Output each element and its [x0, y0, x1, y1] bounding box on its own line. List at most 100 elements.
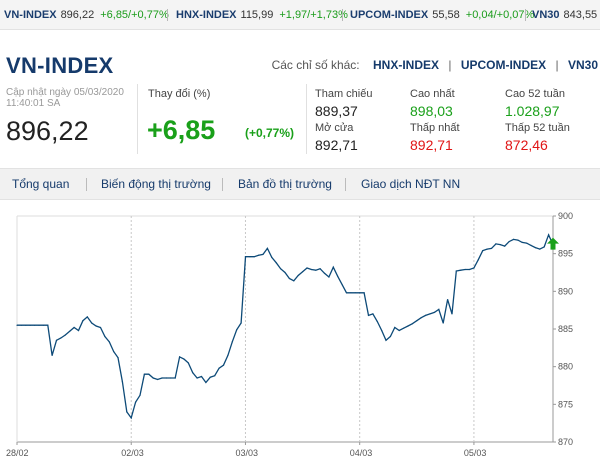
- data-point: [310, 268, 312, 271]
- x-tick-label: 04/03: [350, 448, 373, 458]
- data-point: [60, 337, 62, 339]
- ticker-item-vnindex[interactable]: VN-INDEX 896,22 +6,85/+0,77%: [4, 0, 169, 29]
- data-point: [460, 269, 462, 271]
- data-point: [495, 243, 497, 245]
- data-point: [337, 275, 339, 277]
- tab-overview[interactable]: Tổng quan: [12, 177, 70, 191]
- y-tick-label: 875: [558, 399, 573, 409]
- data-point: [209, 376, 211, 378]
- ticker-separator: [342, 9, 343, 21]
- data-point: [433, 311, 435, 313]
- ticker-change: +0,04/+0,07%: [465, 9, 535, 21]
- other-index-link-hnx[interactable]: HNX-INDEX: [372, 58, 439, 72]
- data-point: [47, 324, 49, 326]
- data-point: [218, 367, 220, 369]
- data-point: [73, 326, 75, 329]
- data-point: [420, 317, 422, 319]
- tab-separator: [345, 178, 346, 191]
- tab-market-movement[interactable]: Biến động thị trường: [101, 177, 211, 191]
- data-point: [179, 356, 181, 358]
- data-point: [108, 341, 110, 343]
- ticker-name: VN30: [532, 9, 560, 21]
- data-point: [486, 248, 488, 250]
- data-point: [284, 271, 286, 274]
- stat-label: Thấp 52 tuần: [505, 122, 570, 134]
- column-divider: [137, 84, 138, 154]
- stat-label: Tham chiếu: [315, 88, 373, 100]
- link-separator: |: [448, 58, 452, 72]
- data-point: [200, 375, 203, 378]
- data-point: [161, 377, 163, 379]
- data-point: [526, 242, 528, 244]
- data-point: [350, 292, 352, 294]
- data-point: [130, 417, 132, 419]
- data-point: [341, 284, 343, 286]
- current-price: 896,22: [6, 116, 89, 146]
- ticker-item-upcomindex[interactable]: UPCOM-INDEX 55,58 +0,04/+0,07%: [350, 0, 535, 29]
- data-point: [468, 268, 471, 271]
- series-line: [17, 233, 554, 420]
- data-point: [297, 274, 299, 277]
- data-point: [183, 358, 185, 360]
- data-point: [196, 377, 198, 379]
- data-point: [323, 272, 326, 274]
- tab-market-map[interactable]: Bản đồ thị trường: [238, 177, 332, 191]
- data-point: [148, 373, 150, 375]
- data-point: [473, 267, 475, 269]
- y-axis-ticks: 870 875 880 885 890 895 900: [553, 211, 573, 447]
- data-point: [416, 320, 418, 322]
- data-point: [253, 256, 255, 258]
- update-timestamp: Cập nhật ngày 05/03/2020 11:40:01 SA: [6, 87, 124, 109]
- data-point: [319, 268, 321, 270]
- other-index-link-upcom[interactable]: UPCOM-INDEX: [460, 58, 547, 72]
- data-point: [482, 250, 484, 252]
- other-index-link-vn30[interactable]: VN30: [567, 58, 598, 72]
- data-point: [91, 322, 93, 324]
- data-point: [82, 320, 84, 322]
- x-tick-label: 28/02: [6, 448, 29, 458]
- data-point: [227, 354, 229, 356]
- data-point: [192, 372, 194, 374]
- data-point: [205, 381, 207, 384]
- data-point: [411, 323, 413, 325]
- data-point: [288, 277, 290, 280]
- data-point: [521, 241, 523, 243]
- data-point: [530, 244, 532, 246]
- data-point: [363, 292, 365, 294]
- series-points: [16, 234, 554, 419]
- data-point: [477, 259, 479, 261]
- section-tabs: Tổng quan Biến động thị trường Bản đồ th…: [0, 168, 600, 200]
- data-point: [25, 324, 27, 326]
- stat-high: Cao nhất 898,03: [410, 88, 455, 119]
- data-point: [55, 339, 58, 341]
- data-point: [249, 256, 251, 258]
- data-point: [214, 375, 216, 377]
- ticker-item-hnxindex[interactable]: HNX-INDEX 115,99 +1,97/+1,73%: [176, 0, 348, 29]
- data-point: [95, 325, 97, 327]
- tab-foreign-trading[interactable]: Giao dịch NĐT NN: [361, 177, 461, 191]
- data-point: [389, 335, 391, 338]
- ticker-value: 55,58: [432, 9, 460, 21]
- data-point: [187, 362, 189, 364]
- data-point: [534, 247, 537, 249]
- stat-value: 892,71: [315, 137, 358, 153]
- data-point: [139, 394, 141, 396]
- data-point: [394, 326, 396, 329]
- ticker-item-vn30[interactable]: VN30 843,55: [532, 0, 600, 29]
- data-point: [165, 377, 167, 379]
- ticker-separator: [525, 9, 526, 21]
- x-axis-ticks: 28/02 02/03 03/03 04/03 05/03: [6, 442, 486, 458]
- data-point: [34, 324, 36, 326]
- data-point: [29, 324, 31, 326]
- tab-separator: [222, 178, 223, 191]
- data-point: [135, 401, 137, 403]
- stat-value: 1.028,97: [505, 103, 560, 119]
- data-point: [385, 339, 387, 341]
- data-point: [77, 329, 80, 332]
- data-point: [16, 324, 18, 326]
- change-absolute: +6,85: [147, 115, 216, 145]
- data-point: [345, 292, 348, 294]
- data-point: [508, 241, 510, 243]
- update-date: Cập nhật ngày 05/03/2020: [6, 87, 124, 98]
- data-point: [152, 377, 154, 379]
